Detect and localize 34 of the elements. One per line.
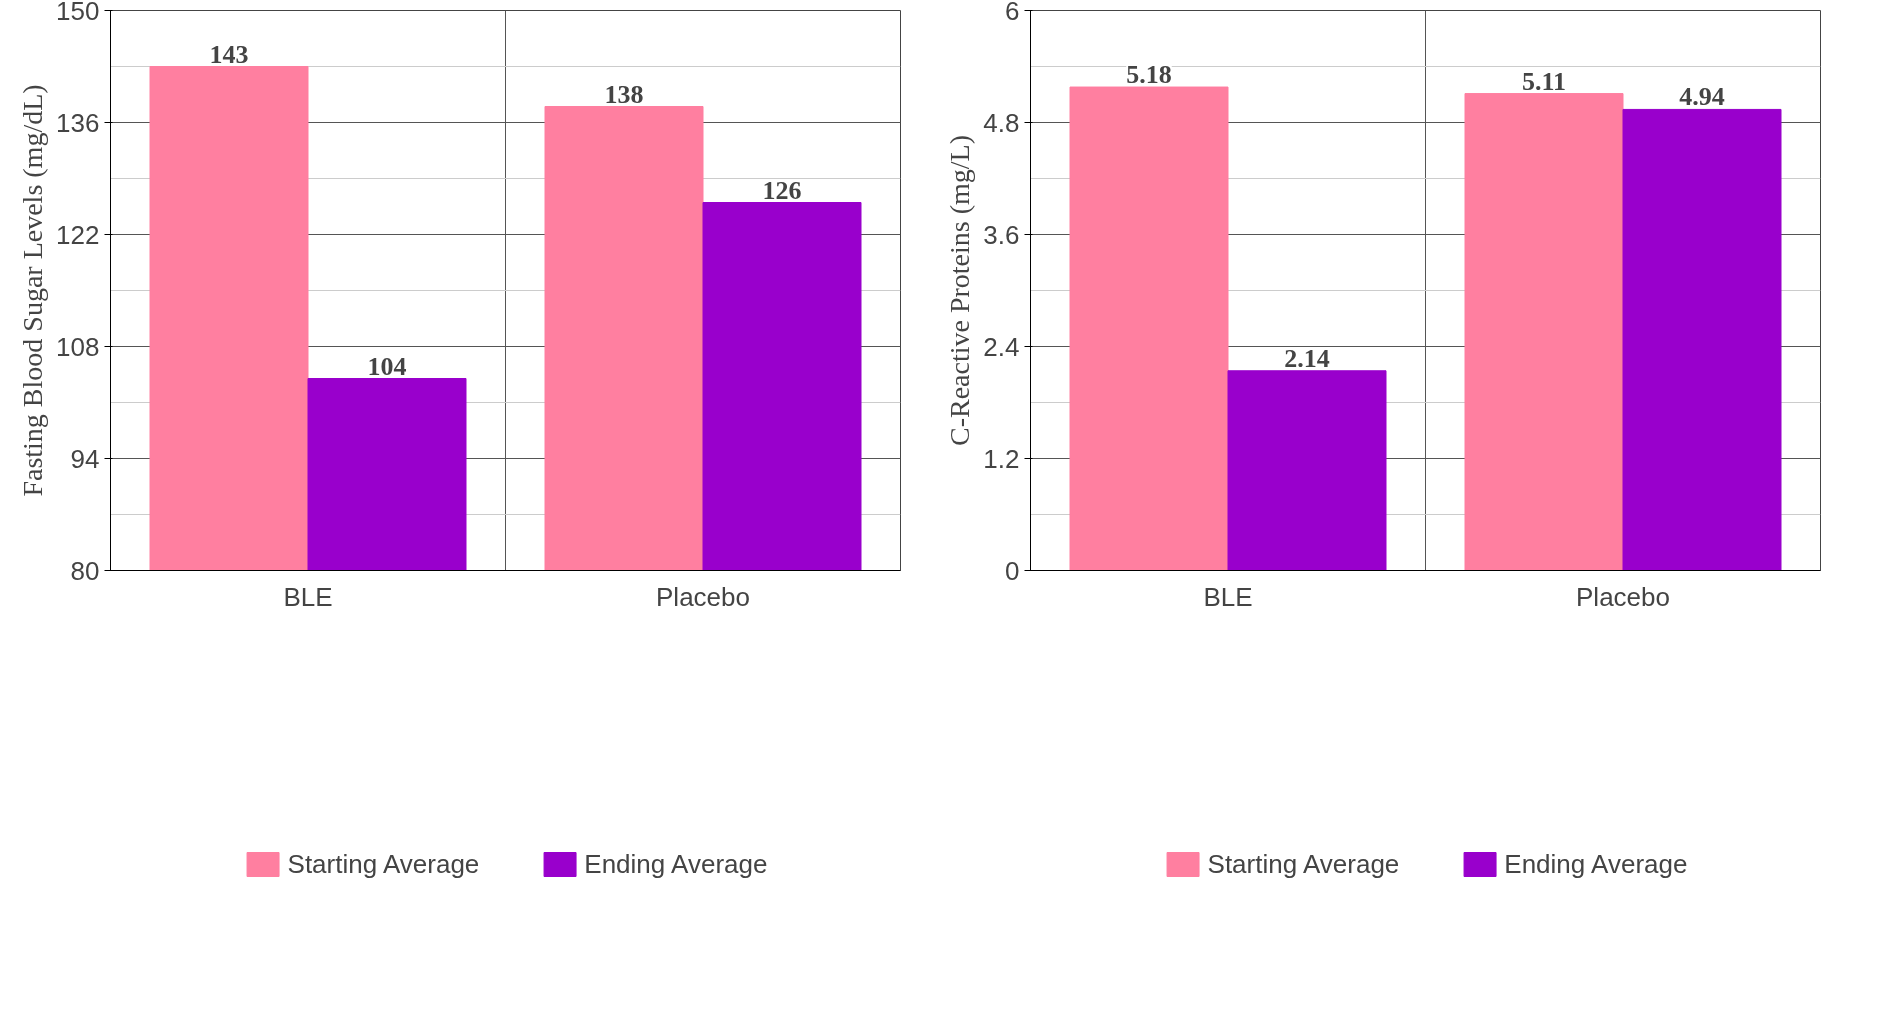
x-tick-label: Placebo: [1576, 581, 1670, 612]
y-tick-label: 150: [56, 0, 100, 26]
y-axis-title: C-Reactive Proteins (mg/L): [944, 134, 976, 447]
bar: [1622, 108, 1782, 571]
y-axis-title: Fasting Blood Sugar Levels (mg/dL): [17, 84, 49, 497]
legend-label: Ending Average: [584, 848, 768, 880]
data-label: 4.94: [1679, 82, 1725, 112]
y-tick-label: 122: [56, 219, 100, 250]
y-tick-label: 136: [56, 107, 100, 138]
data-label: 5.11: [1521, 66, 1567, 96]
y-tick-label: 94: [70, 443, 100, 474]
legend-label: Ending Average: [1504, 848, 1688, 880]
bar: [1227, 370, 1387, 571]
y-tick-label: 80: [70, 555, 100, 586]
bar: [1069, 86, 1229, 571]
y-tick-label: 3.6: [983, 219, 1020, 250]
y-tick-label: 0: [1005, 555, 1020, 586]
x-tick-label: BLE: [1203, 581, 1253, 612]
y-tick-label: 6: [1005, 0, 1020, 26]
data-label: 5.18: [1126, 60, 1172, 90]
data-label: 143: [209, 39, 249, 69]
data-label: 126: [762, 175, 802, 205]
legend-label: Starting Average: [1207, 848, 1400, 880]
bar: [1464, 93, 1624, 571]
legend-label: Starting Average: [287, 848, 480, 880]
data-label: 2.14: [1284, 343, 1330, 373]
y-tick-label: 4.8: [983, 107, 1020, 138]
y-tick-label: 2.4: [983, 331, 1020, 362]
y-tick-label: 108: [56, 331, 100, 362]
data-label: 138: [604, 79, 644, 109]
y-tick-label: 1.2: [983, 443, 1020, 474]
data-label: 104: [367, 351, 407, 381]
x-tick-label: BLE: [283, 581, 333, 612]
x-tick-label: Placebo: [656, 581, 750, 612]
